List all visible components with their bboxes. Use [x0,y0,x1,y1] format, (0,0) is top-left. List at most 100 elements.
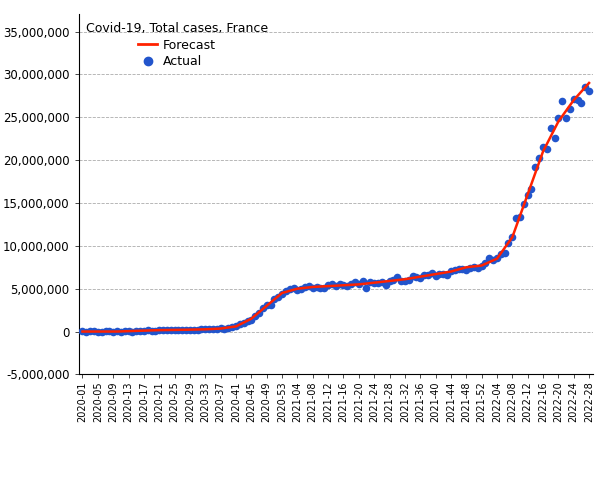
Actual [128,328,137,336]
Actual [227,323,237,331]
Actual [419,271,429,279]
Actual [531,163,540,171]
Forecast [586,80,593,86]
Actual [511,214,521,222]
Actual [235,321,244,328]
Actual [262,301,272,309]
Actual [147,327,157,335]
Actual [143,326,152,334]
Actual [385,277,394,285]
Actual [434,270,444,278]
Actual [584,87,594,95]
Actual [250,312,260,320]
Actual [503,239,513,247]
Actual [411,273,421,280]
Actual [565,106,575,113]
Actual [488,256,498,264]
Actual [193,326,203,334]
Actual [105,327,114,335]
Actual [189,326,198,334]
Actual [131,327,141,335]
Actual [381,281,390,289]
Actual [423,271,433,279]
Actual [185,326,195,334]
Actual [120,327,129,335]
Actual [223,324,233,332]
Actual [89,327,99,335]
Forecast [79,329,86,335]
Actual [550,134,560,142]
Actual [139,327,149,335]
Actual [496,250,506,257]
Actual [273,293,283,300]
Forecast [555,119,562,124]
Actual [408,273,417,280]
Actual [534,155,544,162]
Line: Forecast: Forecast [82,83,589,332]
Actual [416,274,425,282]
Actual [442,271,452,279]
Actual [246,316,256,324]
Actual [542,145,552,153]
Actual [135,327,145,335]
Actual [377,278,387,286]
Forecast [397,277,405,283]
Actual [427,269,437,276]
Actual [204,325,214,333]
Actual [469,264,479,271]
Actual [216,324,226,332]
Actual [112,327,122,335]
Actual [462,266,471,274]
Actual [523,191,532,198]
Actual [100,327,110,335]
Actual [339,281,348,288]
Actual [546,124,555,132]
Actual [170,326,180,334]
Actual [431,272,440,279]
Actual [243,317,252,324]
Actual [554,114,563,121]
Actual [116,328,126,336]
Actual [254,309,264,316]
Actual [159,326,168,334]
Actual [182,326,191,334]
Actual [573,96,583,103]
Actual [580,83,590,91]
Legend: Forecast, Actual: Forecast, Actual [82,18,272,72]
Forecast [413,275,420,280]
Actual [538,143,548,151]
Actual [561,114,571,121]
Actual [373,279,383,287]
Actual [515,213,525,220]
Actual [369,279,379,287]
Actual [93,328,103,336]
Actual [277,290,287,298]
Actual [365,278,375,286]
Actual [108,328,118,336]
Actual [220,325,229,333]
Actual [350,278,360,286]
Actual [331,282,341,289]
Actual [166,326,175,334]
Actual [197,325,206,333]
Forecast [428,272,436,277]
Actual [316,285,325,292]
Actual [154,326,164,334]
Actual [151,327,160,335]
Actual [354,281,364,288]
Actual [266,301,275,309]
Actual [392,274,402,281]
Actual [477,262,486,270]
Actual [97,328,106,336]
Actual [162,326,172,334]
Actual [335,280,344,288]
Actual [439,270,448,277]
Actual [358,277,367,285]
Actual [258,304,267,312]
Actual [270,295,280,303]
Actual [327,280,337,288]
Actual [492,254,502,262]
Actual [450,266,460,274]
Actual [285,286,295,293]
Actual [508,233,517,241]
